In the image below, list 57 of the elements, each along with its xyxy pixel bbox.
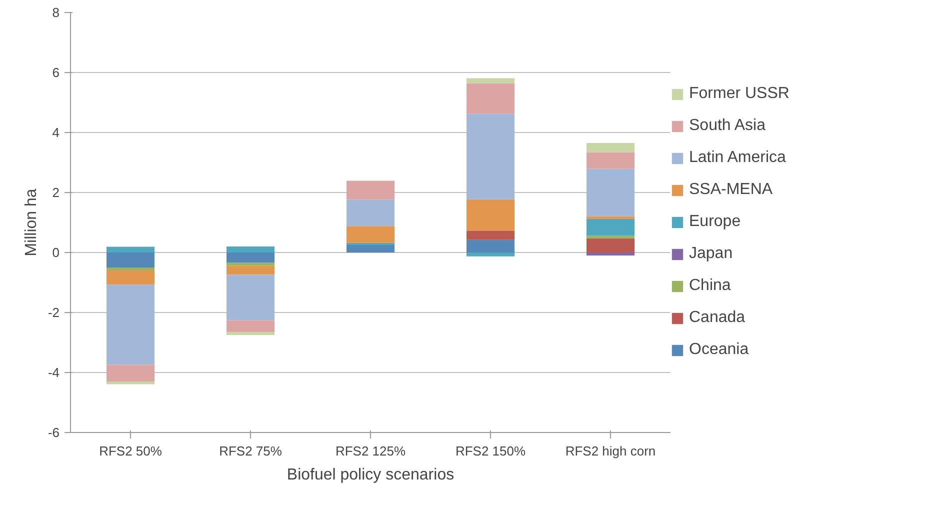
y-axis-title: Million ha (22, 188, 40, 256)
x-tick-label: RFS2 75% (219, 444, 282, 458)
legend-label: Canada (689, 309, 746, 327)
legend-label: SSA-MENA (689, 181, 773, 199)
bar (106, 382, 154, 384)
bar (106, 268, 154, 270)
bar (466, 114, 514, 200)
bar (586, 216, 634, 219)
bar (586, 143, 634, 152)
x-axis-title: Biofuel policy scenarios (286, 466, 454, 484)
bar (106, 246, 154, 252)
y-tick-label: -4 (48, 365, 60, 380)
bar (226, 262, 274, 266)
bar (466, 252, 514, 256)
bar (466, 240, 514, 252)
legend-label: Oceania (689, 341, 749, 359)
y-tick-label: 4 (52, 125, 60, 140)
legend-label: Europe (689, 213, 741, 231)
y-tick-label: -2 (48, 305, 60, 320)
bar (346, 226, 394, 243)
bar (466, 230, 514, 240)
bar (466, 199, 514, 231)
y-tick-label: 6 (52, 65, 60, 80)
legend-label: China (689, 277, 731, 295)
y-tick-label: 2 (52, 185, 60, 200)
bar (226, 266, 274, 275)
legend-label: Former USSR (689, 85, 790, 103)
bar (346, 245, 394, 252)
bar (226, 320, 274, 332)
bar (466, 78, 514, 84)
legend-label: South Asia (689, 117, 766, 135)
bar (106, 252, 154, 268)
x-tick-label: RFS2 high corn (565, 444, 656, 458)
bar (586, 238, 634, 252)
bar (106, 364, 154, 382)
bar (106, 284, 154, 365)
y-tick-label: 0 (52, 245, 60, 260)
bar (226, 252, 274, 263)
y-tick-label: -6 (48, 425, 60, 440)
bar (466, 83, 514, 114)
bar (586, 152, 634, 169)
x-tick-label: RFS2 50% (99, 444, 162, 458)
legend-label: Latin America (689, 149, 786, 167)
bar (586, 218, 634, 236)
bar (226, 246, 274, 252)
bar (346, 180, 394, 200)
bar (586, 168, 634, 216)
x-tick-label: RFS2 125% (335, 444, 406, 458)
bar (346, 200, 394, 226)
legend-label: Japan (689, 245, 733, 263)
x-tick-label: RFS2 150% (455, 444, 526, 458)
bar (226, 332, 274, 335)
y-tick-label: 8 (52, 5, 60, 20)
bar (586, 236, 634, 238)
bar (226, 274, 274, 320)
bar (586, 252, 634, 256)
bar (106, 270, 154, 285)
